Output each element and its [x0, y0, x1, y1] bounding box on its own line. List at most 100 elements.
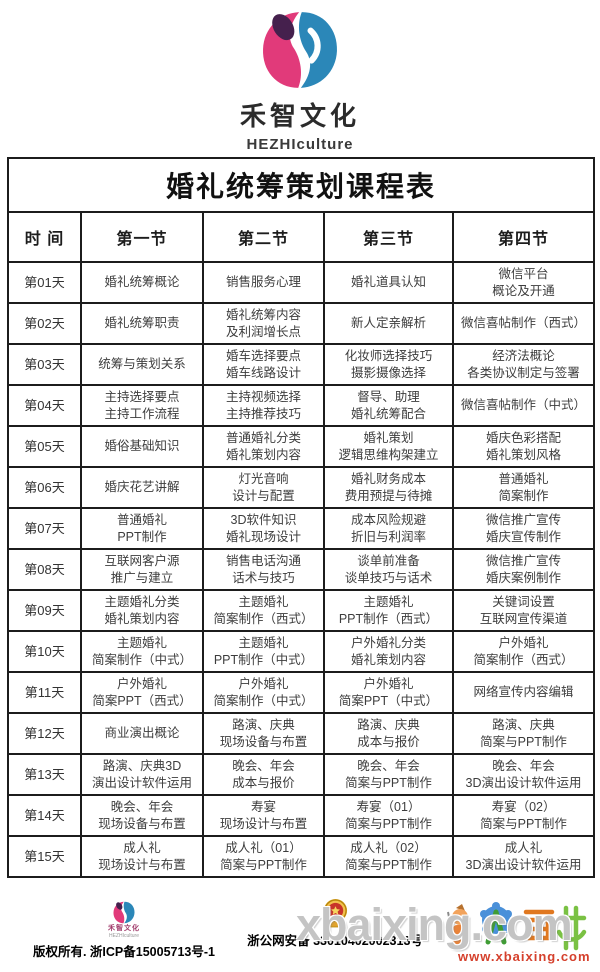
- table-row: 第02天 婚礼统筹职责 婚礼统筹内容 及利润增长点 新人定亲解析 微信喜帖制作（…: [7, 302, 596, 345]
- course-table: 婚礼统筹策划课程表 时 间 第一节 第二节 第三节 第四节 第01天 婚礼统筹概…: [6, 157, 596, 878]
- footer-brand-name-en: HEZHIculture: [108, 932, 139, 939]
- course-cell: 晚会、年会 简案与PPT制作: [323, 753, 454, 796]
- brand-name: 禾智文化: [239, 101, 360, 131]
- table-row: 第14天 晚会、年会 现场设备与布置 寿宴 现场设计与布置 寿宴（01） 简案与…: [7, 794, 596, 837]
- course-cell: 关键词设置 互联网宣传渠道: [451, 589, 596, 632]
- course-cell: 寿宴（01） 简案与PPT制作: [323, 794, 454, 837]
- course-cell: 新人定亲解析: [323, 302, 454, 345]
- day-cell: 第13天: [7, 753, 82, 796]
- course-cell: 督导、助理 婚礼统筹配合: [323, 384, 454, 427]
- brand-header: 禾智文化 HEZHIculture: [0, 6, 600, 153]
- footer-site-logo-block: [438, 902, 598, 959]
- course-cell: 主题婚礼 简案制作（中式）: [80, 630, 204, 673]
- day-cell: 第03天: [7, 343, 82, 386]
- course-cell: 微信推广宣传 婚庆宣传制作: [451, 507, 596, 550]
- course-cell: 户外婚礼 简案PPT（西式）: [80, 671, 204, 714]
- table-row: 第10天 主题婚礼 简案制作（中式） 主题婚礼 PPT制作（中式） 户外婚礼分类…: [7, 630, 596, 673]
- table-title-row: 婚礼统筹策划课程表: [6, 157, 596, 213]
- course-cell: 路演、庆典 现场设备与布置: [202, 712, 325, 755]
- table-row: 第05天 婚俗基础知识 普通婚礼分类 婚礼策划内容 婚礼策划 逻辑思维构架建立 …: [7, 425, 596, 468]
- course-cell: 微信推广宣传 婚庆案例制作: [451, 548, 596, 591]
- course-cell: 网络宣传内容编辑: [451, 671, 596, 714]
- course-cell: 婚车选择要点 婚车线路设计: [202, 343, 325, 386]
- column-header-session4: 第四节: [451, 211, 596, 263]
- course-cell: 统筹与策划关系: [80, 343, 204, 386]
- course-cell: 路演、庆典 简案与PPT制作: [451, 712, 596, 755]
- course-cell: 3D软件知识 婚礼现场设计: [202, 507, 325, 550]
- course-cell: 经济法概论 各类协议制定与签署: [451, 343, 596, 386]
- footer-brand-name: 禾智文化: [108, 925, 140, 932]
- course-cell: 灯光音响 设计与配置: [202, 466, 325, 509]
- footer-security-block: 浙公网安备 33010402002313号: [235, 898, 435, 949]
- table-row: 第03天 统筹与策划关系 婚车选择要点 婚车线路设计 化妆师选择技巧 摄影摄像选…: [7, 343, 596, 386]
- day-cell: 第02天: [7, 302, 82, 345]
- table-row: 第13天 路演、庆典3D 演出设计软件运用 晚会、年会 成本与报价 晚会、年会 …: [7, 753, 596, 796]
- day-cell: 第15天: [7, 835, 82, 878]
- course-cell: 普通婚礼分类 婚礼策划内容: [202, 425, 325, 468]
- course-cell: 婚庆花艺讲解: [80, 466, 204, 509]
- table-row: 第04天 主持选择要点 主持工作流程 主持视频选择 主持推荐技巧 督导、助理 婚…: [7, 384, 596, 427]
- course-cell: 户外婚礼分类 婚礼策划内容: [323, 630, 454, 673]
- footer: 禾智文化 HEZHIculture 版权所有. 浙ICP备15005713号-1…: [0, 898, 600, 972]
- course-cell: 婚礼统筹概论: [80, 261, 204, 304]
- course-cell: 主持选择要点 主持工作流程: [80, 384, 204, 427]
- course-cell: 主题婚礼 简案制作（西式）: [202, 589, 325, 632]
- table-row: 第06天 婚庆花艺讲解 灯光音响 设计与配置 婚礼财务成本 费用预提与待摊 普通…: [7, 466, 596, 509]
- table-header-row: 时 间 第一节 第二节 第三节 第四节: [7, 211, 596, 263]
- course-cell: 主题婚礼 PPT制作（西式）: [323, 589, 454, 632]
- course-cell: 婚礼统筹内容 及利润增长点: [202, 302, 325, 345]
- course-table-body: 第01天 婚礼统筹概论 销售服务心理 婚礼道具认知 微信平台 概论及开通 第02…: [7, 261, 596, 878]
- course-cell: 婚礼财务成本 费用预提与待摊: [323, 466, 454, 509]
- course-cell: 主题婚礼 PPT制作（中式）: [202, 630, 325, 673]
- column-header-session2: 第二节: [202, 211, 325, 263]
- course-cell: 婚礼统筹职责: [80, 302, 204, 345]
- day-cell: 第01天: [7, 261, 82, 304]
- table-row: 第08天 互联网客户源 推广与建立 销售电话沟通 话术与技巧 谈单前准备 谈单技…: [7, 548, 596, 591]
- course-cell: 成人礼 3D演出设计软件运用: [451, 835, 596, 878]
- watermark-large-text: xbaixing.com: [296, 899, 573, 950]
- icp-copyright-text: 版权所有. 浙ICP备15005713号-1: [32, 944, 215, 959]
- day-cell: 第07天: [7, 507, 82, 550]
- course-cell: 寿宴 现场设计与布置: [202, 794, 325, 837]
- course-cell: 普通婚礼 PPT制作: [80, 507, 204, 550]
- course-cell: 路演、庆典3D 演出设计软件运用: [80, 753, 204, 796]
- course-cell: 婚庆色彩搭配 婚礼策划风格: [451, 425, 596, 468]
- course-cell: 成人礼 现场设计与布置: [80, 835, 204, 878]
- xbaixing-mascot-logo: [447, 902, 587, 951]
- course-cell: 户外婚礼 简案制作（西式）: [451, 630, 596, 673]
- hezhi-swirl-logo-icon: [263, 12, 337, 88]
- course-cell: 晚会、年会 3D演出设计软件运用: [451, 753, 596, 796]
- course-cell: 谈单前准备 谈单技巧与话术: [323, 548, 454, 591]
- course-cell: 晚会、年会 成本与报价: [202, 753, 325, 796]
- course-cell: 微信喜帖制作（西式）: [451, 302, 596, 345]
- column-header-session3: 第三节: [323, 211, 454, 263]
- table-row: 第07天 普通婚礼 PPT制作 3D软件知识 婚礼现场设计 成本风险规避 折旧与…: [7, 507, 596, 550]
- course-cell: 化妆师选择技巧 摄影摄像选择: [323, 343, 454, 386]
- course-cell: 寿宴（02） 简案与PPT制作: [451, 794, 596, 837]
- brand-name-en: HEZHIculture: [246, 136, 354, 153]
- table-row: 第15天 成人礼 现场设计与布置 成人礼（01） 简案与PPT制作 成人礼（02…: [7, 835, 596, 878]
- hezhi-swirl-logo-small-icon: [113, 901, 135, 924]
- day-cell: 第11天: [7, 671, 82, 714]
- course-cell: 成本风险规避 折旧与利润率: [323, 507, 454, 550]
- table-row: 第11天 户外婚礼 简案PPT（西式） 户外婚礼 简案制作（中式） 户外婚礼 简…: [7, 671, 596, 714]
- course-cell: 销售服务心理: [202, 261, 325, 304]
- course-cell: 销售电话沟通 话术与技巧: [202, 548, 325, 591]
- course-cell: 互联网客户源 推广与建立: [80, 548, 204, 591]
- course-cell: 商业演出概论: [80, 712, 204, 755]
- course-cell: 主持视频选择 主持推荐技巧: [202, 384, 325, 427]
- public-security-registration-text: 浙公网安备 33010402002313号: [247, 934, 423, 948]
- column-header-time: 时 间: [7, 211, 82, 263]
- day-cell: 第10天: [7, 630, 82, 673]
- day-cell: 第12天: [7, 712, 82, 755]
- column-header-session1: 第一节: [80, 211, 204, 263]
- course-cell: 微信喜帖制作（中式）: [451, 384, 596, 427]
- day-cell: 第14天: [7, 794, 82, 837]
- police-badge-icon: [323, 899, 347, 928]
- course-cell: 路演、庆典 成本与报价: [323, 712, 454, 755]
- table-title: 婚礼统筹策划课程表: [6, 157, 596, 213]
- table-row: 第01天 婚礼统筹概论 销售服务心理 婚礼道具认知 微信平台 概论及开通: [7, 261, 596, 304]
- table-row: 第12天 商业演出概论 路演、庆典 现场设备与布置 路演、庆典 成本与报价 路演…: [7, 712, 596, 755]
- course-cell: 成人礼（02） 简案与PPT制作: [323, 835, 454, 878]
